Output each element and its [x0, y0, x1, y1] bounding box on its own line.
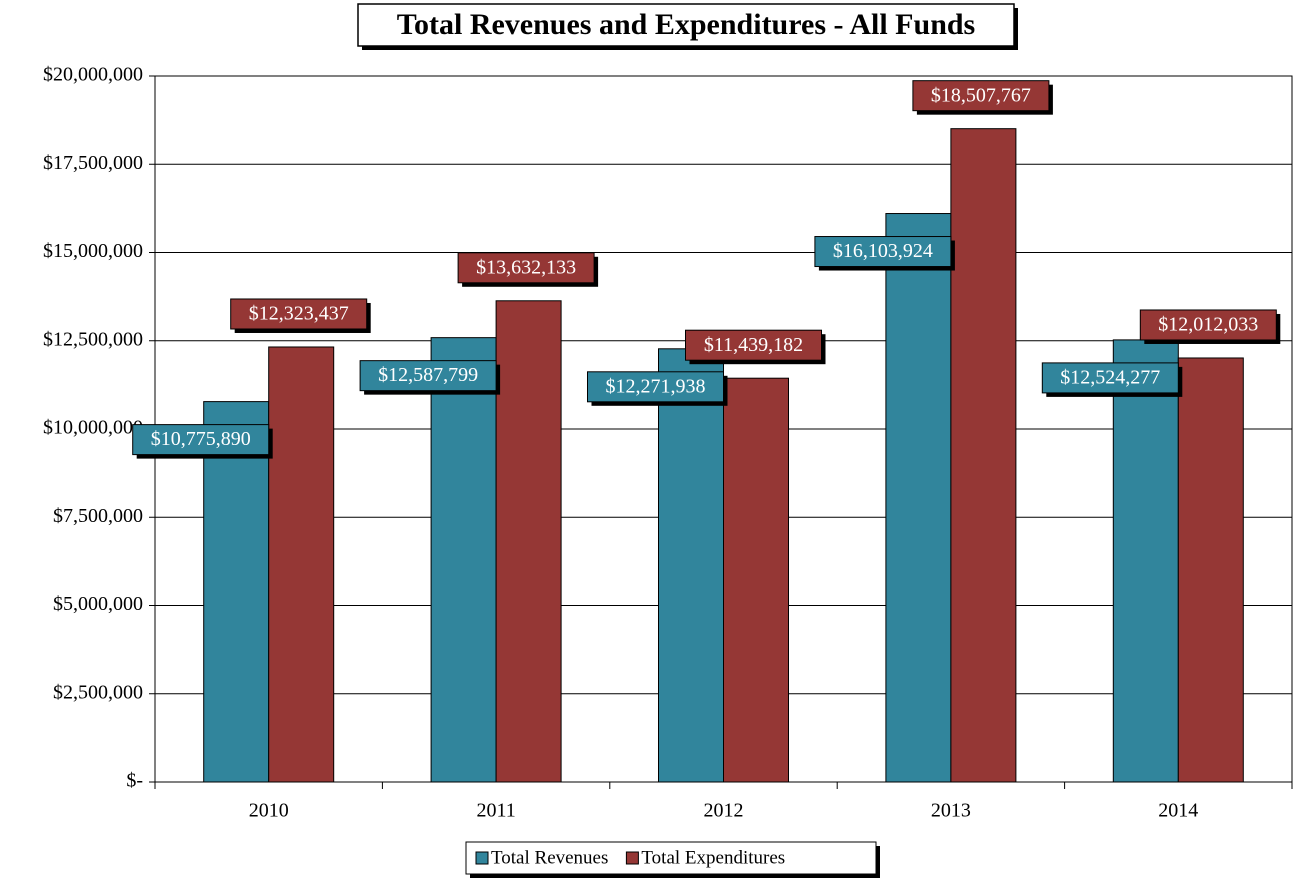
- y-tick-label: $7,500,000: [53, 505, 143, 527]
- legend: [465, 841, 877, 875]
- y-tick-label: $12,500,000: [43, 328, 143, 350]
- data-label: $12,271,938: [606, 375, 706, 397]
- label-box: [587, 371, 724, 403]
- bar: [1112, 339, 1179, 783]
- data-label: $12,524,277: [1060, 366, 1160, 388]
- bar: [430, 337, 497, 783]
- label-box: [814, 236, 952, 268]
- data-label: $10,775,890: [151, 428, 251, 450]
- data-label: $13,632,133: [476, 256, 576, 278]
- legend-swatch: [625, 851, 639, 865]
- bar: [658, 348, 724, 783]
- legend-label: Total Revenues: [491, 847, 608, 868]
- data-label: $12,012,033: [1158, 314, 1258, 336]
- y-tick-label: $15,000,000: [43, 240, 143, 262]
- bar: [203, 401, 270, 783]
- x-tick-label: 2013: [931, 800, 971, 822]
- bar: [885, 213, 952, 783]
- x-tick-label: 2014: [1158, 800, 1198, 822]
- label-box: [1041, 362, 1179, 394]
- label-box: [457, 252, 595, 284]
- x-tick-label: 2010: [249, 800, 289, 822]
- y-tick-label: $17,500,000: [43, 152, 143, 174]
- y-tick-label: $-: [126, 770, 143, 792]
- chart-title: Total Revenues and Expenditures - All Fu…: [397, 8, 975, 41]
- bar: [268, 346, 335, 783]
- data-label: $18,507,767: [931, 84, 1031, 106]
- bar: [723, 377, 789, 783]
- x-tick-label: 2011: [476, 800, 515, 822]
- y-tick-label: $5,000,000: [53, 593, 143, 615]
- legend-label: Total Expenditures: [641, 847, 785, 868]
- label-box: [1139, 309, 1277, 341]
- bar: [950, 128, 1017, 783]
- y-tick-label: $2,500,000: [53, 681, 143, 703]
- label-box: [912, 80, 1050, 112]
- y-tick-label: $10,000,000: [43, 417, 143, 439]
- x-tick-label: 2012: [704, 800, 744, 822]
- title-box: [357, 3, 1015, 47]
- bar: [495, 300, 562, 783]
- label-box: [132, 424, 270, 456]
- bar: [1177, 357, 1244, 783]
- label-box: [685, 329, 822, 361]
- data-label: $11,439,182: [704, 334, 803, 356]
- label-box: [359, 360, 497, 392]
- data-label: $16,103,924: [833, 240, 933, 262]
- data-label: $12,587,799: [378, 364, 478, 386]
- y-tick-label: $20,000,000: [43, 64, 143, 86]
- label-box: [230, 298, 368, 330]
- legend-swatch: [475, 851, 489, 865]
- data-label: $12,323,437: [249, 303, 349, 325]
